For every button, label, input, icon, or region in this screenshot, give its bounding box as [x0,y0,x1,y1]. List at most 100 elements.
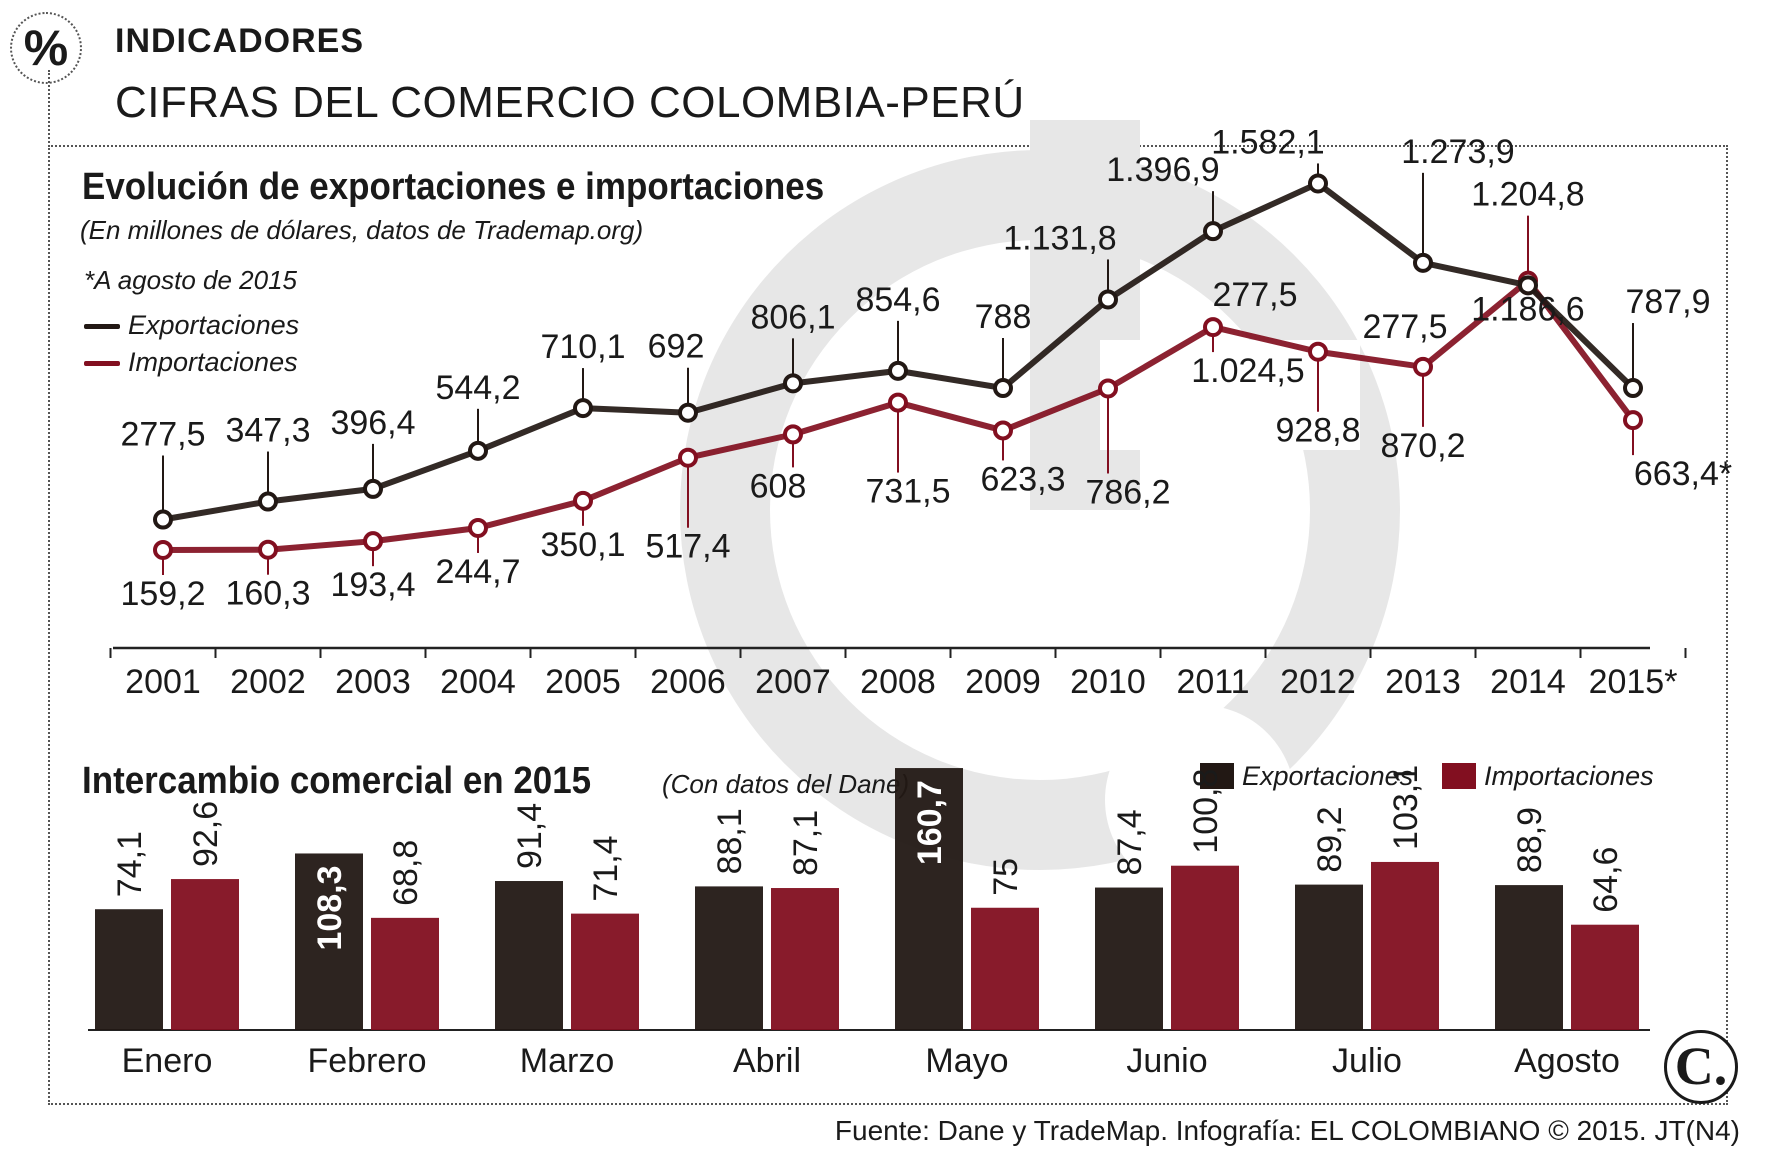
imports-bar [771,888,839,1030]
imports-point [153,539,173,560]
exports-value-label: 710,1 [540,328,625,366]
category-label: Marzo [520,1042,614,1080]
page-title: CIFRAS DEL COMERCIO COLOMBIA-PERÚ [115,78,1025,127]
exports-value-label: 788 [975,298,1032,336]
extra-annotation-label: 277,5 [1212,276,1297,314]
exports-bar [295,853,363,1030]
imports-value-label: 193,4 [330,566,415,604]
imports-point [1413,356,1433,377]
x-tick-label: 2005 [545,663,621,701]
imports-value-label: 517,4 [645,528,730,566]
exports-point [993,378,1013,399]
exports-point [1518,275,1538,296]
legend-exports-swatch [84,324,120,330]
exports-value-label: 1.186,6 [1471,290,1584,328]
bar-legend-imports-label: Importaciones [1484,761,1654,791]
x-tick-label: 2006 [650,663,726,701]
imports-value-label: 92,6 [187,801,225,867]
imports-point [888,392,908,413]
x-tick-label: 2015* [1589,663,1678,701]
legend-exports: Exportaciones [84,310,299,341]
percent-icon: % [10,12,82,84]
imports-bar [1571,924,1639,1030]
imports-point [258,539,278,560]
legend-imports-label: Importaciones [128,347,298,377]
category-label: Febrero [307,1042,426,1080]
x-tick-label: 2003 [335,663,411,701]
exports-point [888,360,908,381]
imports-value-label: 100,8 [1187,769,1225,854]
x-tick-label: 2008 [860,663,936,701]
bar-chart-subtitle: (Con datos del Dane) [662,769,910,799]
category-label: Agosto [1514,1042,1620,1080]
imports-value-label: 786,2 [1085,473,1170,511]
exports-bar [895,768,963,1030]
imports-value-label: 350,1 [540,526,625,564]
imports-value-label: 71,4 [587,835,625,901]
imports-point [993,420,1013,441]
exports-point [678,402,698,423]
exports-value-label: 277,5 [120,416,205,454]
imports-point [573,490,593,511]
line-chart-title: Evolución de exportaciones e importacion… [82,166,825,208]
imports-value-label: 623,3 [980,460,1065,498]
exports-value-label: 108,3 [311,865,349,950]
imports-value-label: 160,3 [225,575,310,613]
bar-legend-exports-swatch [1200,763,1234,789]
imports-point [678,447,698,468]
exports-point [258,491,278,512]
exports-bar [495,881,563,1030]
x-tick-label: 2013 [1385,663,1461,701]
exports-value-label: 1.273,9 [1401,133,1514,171]
exports-value-label: 91,4 [511,803,549,869]
imports-point [1203,317,1223,338]
imports-bar [1371,861,1439,1030]
x-tick-label: 2007 [755,663,831,701]
exports-point [1308,173,1328,194]
legend-exports-label: Exportaciones [128,310,300,340]
exports-value-label: 88,1 [711,808,749,874]
imports-value-label: 75 [987,858,1025,896]
exports-value-label: 544,2 [435,369,520,407]
imports-point [1098,378,1118,399]
imports-bar [371,917,439,1030]
x-tick-label: 2011 [1176,663,1249,701]
imports-value-label: 928,8 [1275,412,1360,450]
x-tick-label: 2002 [230,663,306,701]
legend-imports: Importaciones [84,347,298,378]
exports-point [1203,221,1223,242]
exports-value-label: 692 [648,328,705,366]
x-tick-label: 2001 [125,663,201,701]
category-label: Mayo [925,1042,1008,1080]
imports-value-label: 663,4* [1634,455,1732,493]
exports-point [1413,252,1433,273]
imports-value-label: 68,8 [387,840,425,906]
exports-bar [1295,884,1363,1030]
exports-value-label: 74,1 [111,831,149,897]
imports-value-label: 1.024,5 [1191,352,1304,390]
exports-value-label: 1.582,1 [1211,123,1324,161]
exports-bar [95,909,163,1030]
exports-bar [695,886,763,1030]
category-label: Julio [1332,1042,1402,1080]
category-label: Enero [122,1042,213,1080]
source-credit: Fuente: Dane y TradeMap. Infografía: EL … [834,1115,1740,1146]
exports-value-label: 88,9 [1511,807,1549,873]
bar-legend-exports-label: Exportaciones [1242,761,1414,791]
exports-value-label: 806,1 [750,298,835,336]
x-tick-label: 2004 [440,663,516,701]
bar-legend-imports-swatch [1442,763,1476,789]
exports-value-label: 1.396,9 [1106,151,1219,189]
imports-value-label: 731,5 [865,473,950,511]
exports-value-label: 160,7 [911,780,949,865]
line-chart-subtitle: (En millones de dólares, datos de Tradem… [80,215,644,245]
imports-bar [971,907,1039,1030]
imports-value-label: 159,2 [120,575,205,613]
category-label: Junio [1126,1042,1207,1080]
imports-value-label: 870,2 [1380,427,1465,465]
imports-point [1623,410,1643,431]
bar-legend-imports: Importaciones [1442,761,1654,792]
